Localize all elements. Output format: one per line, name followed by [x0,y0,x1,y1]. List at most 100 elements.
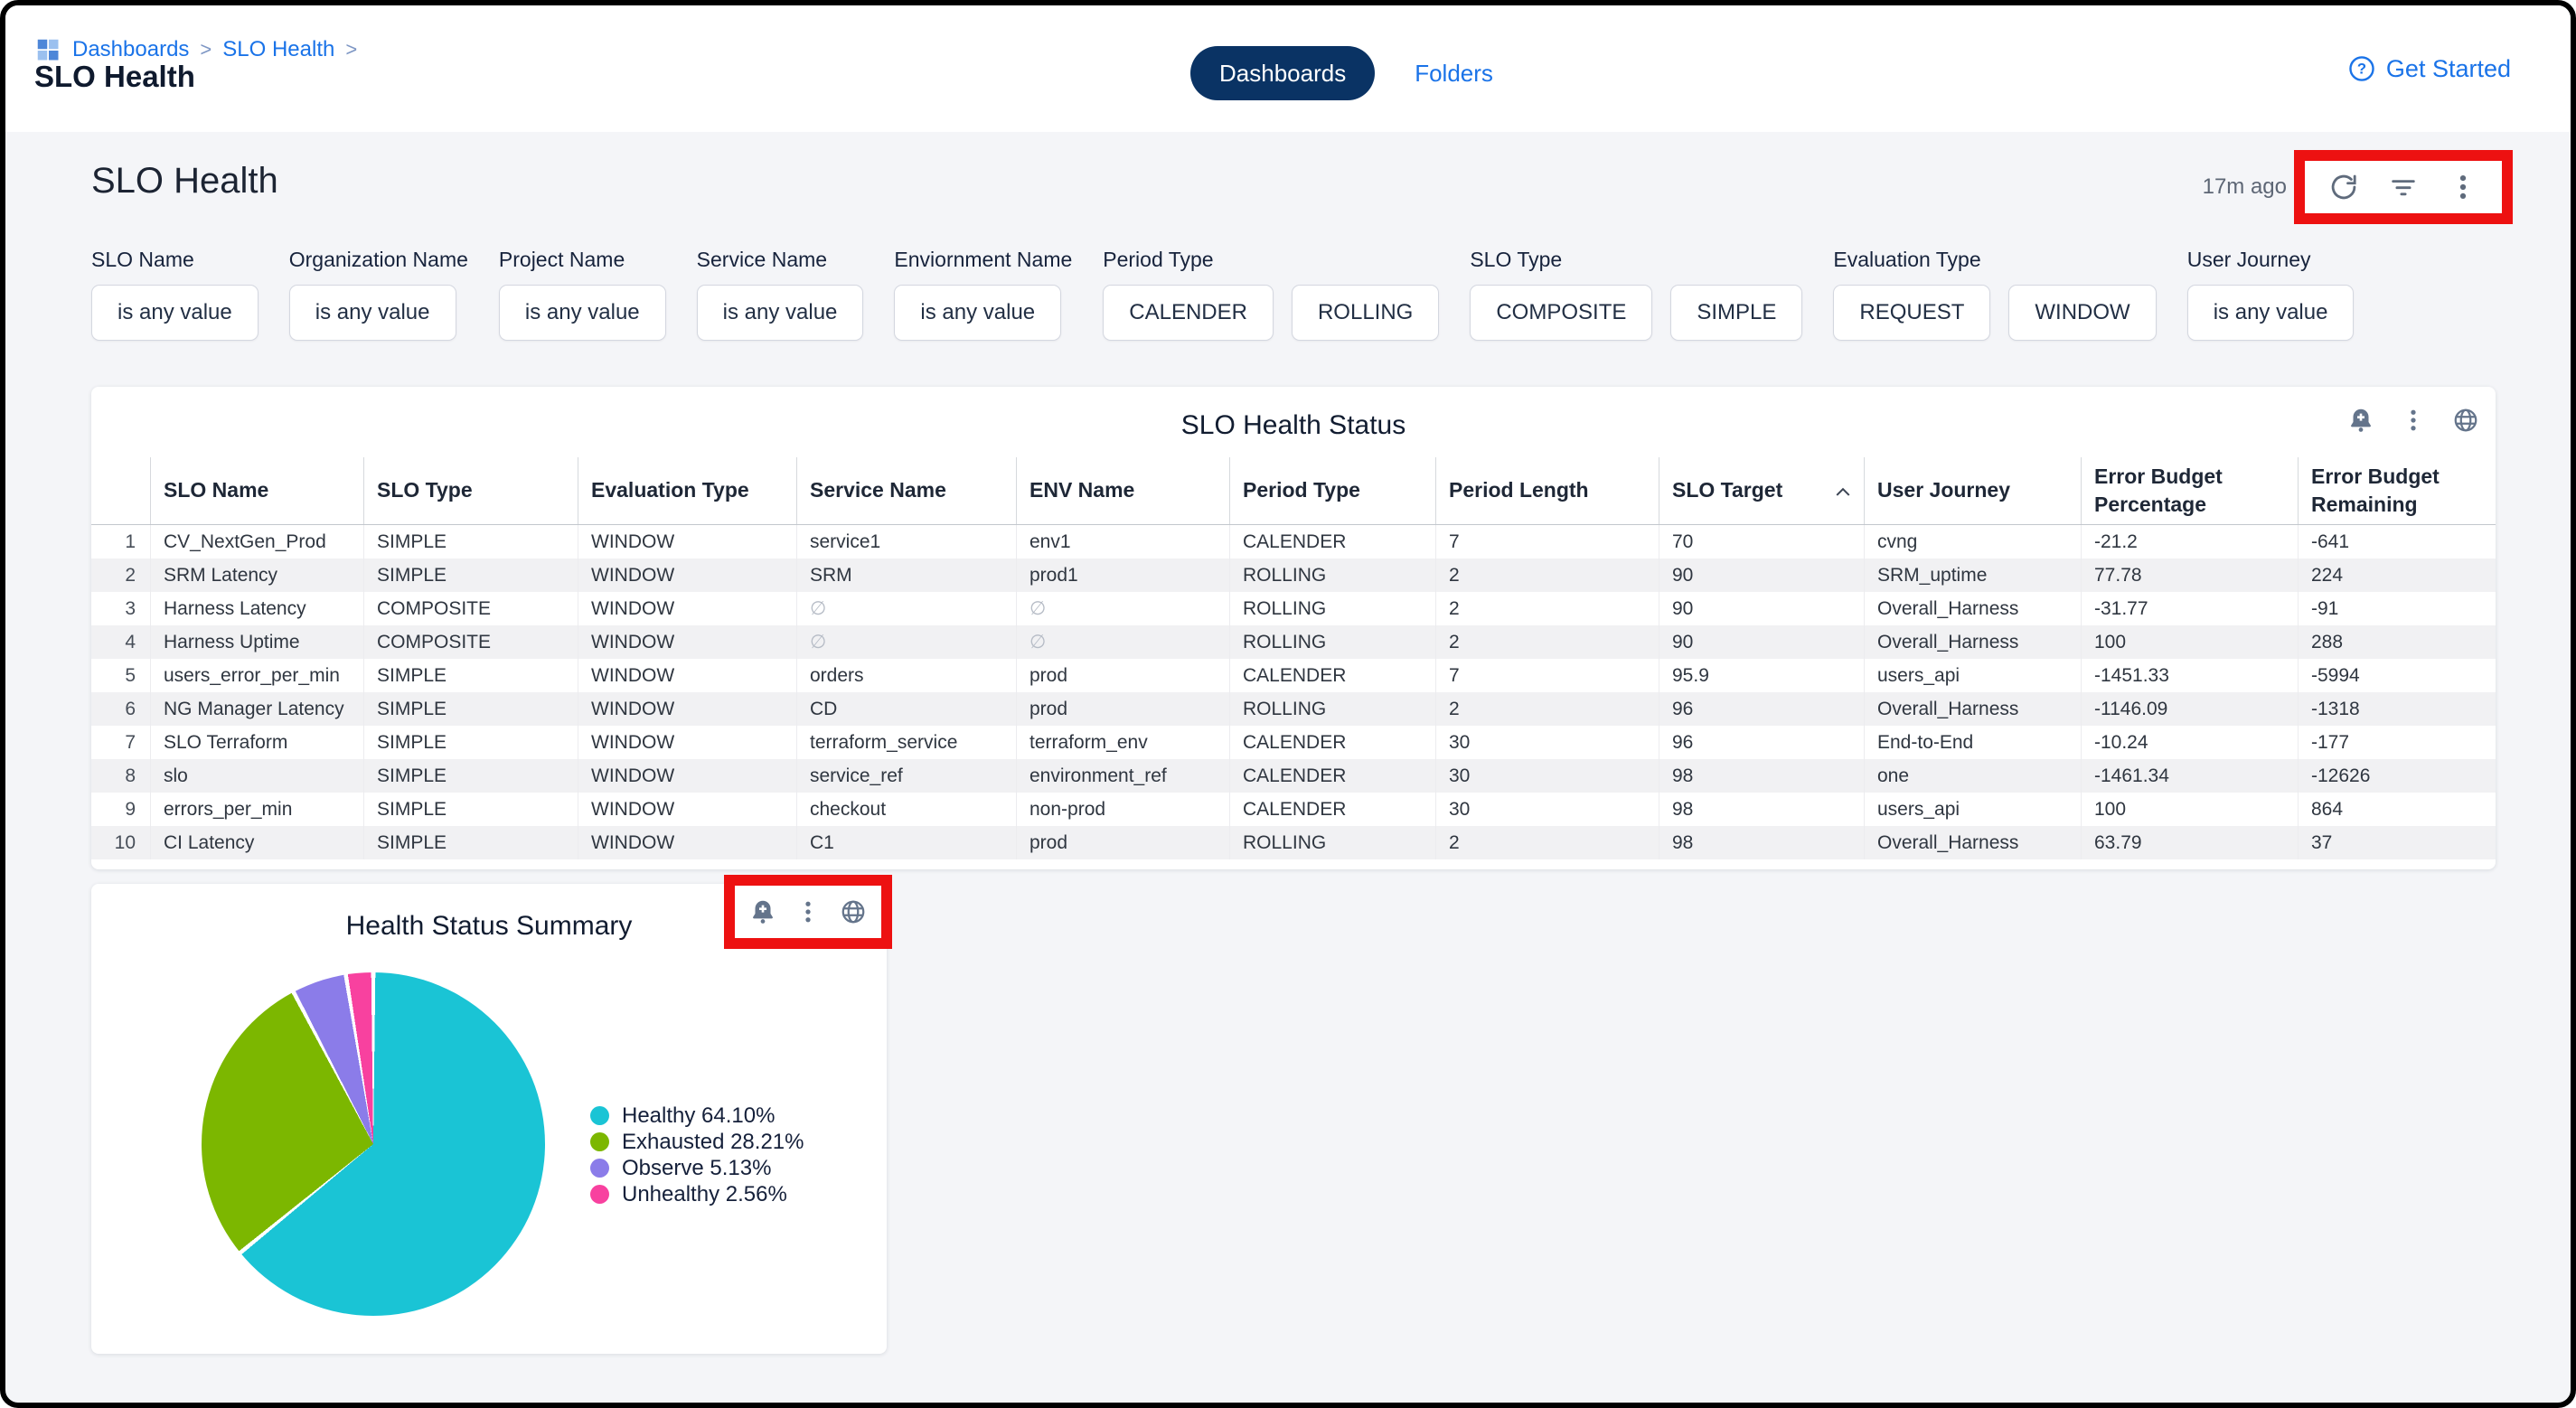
table-cell: -1146.09 [2081,692,2298,726]
table-cell: 90 [1659,592,1864,625]
column-header-env-name[interactable]: ENV Name [1016,457,1229,524]
table-cell: 37 [2298,826,2496,859]
table-cell: -641 [2298,525,2496,559]
table-cell: SIMPLE [363,659,578,692]
breadcrumb-link-dashboards[interactable]: Dashboards [72,37,190,61]
null-value-cell: ∅ [796,592,1016,625]
table-cell: CALENDER [1229,525,1435,559]
explore-globe-icon[interactable] [2452,407,2479,434]
filter-chip-simple[interactable]: SIMPLE [1670,285,1803,341]
table-row: 8 slo SIMPLE WINDOW service_ref environment_r… [91,759,2496,793]
column-header-evaluation-type[interactable]: Evaluation Type [578,457,796,524]
tile-more-icon[interactable] [794,898,822,925]
legend-label: Exhausted 28.21% [622,1129,804,1154]
table-row: 1 CV_NextGen_Prod SIMPLE WINDOW service1 env1… [91,525,2496,559]
table-cell: service_ref [796,759,1016,793]
alert-bell-icon[interactable] [2347,407,2374,434]
table-cell: WINDOW [578,625,796,659]
breadcrumb-link-slo-health[interactable]: SLO Health [222,37,335,61]
filter-chip-window[interactable]: WINDOW [2008,285,2157,341]
filter-chip-calender[interactable]: CALENDER [1103,285,1274,341]
filter-chip-composite[interactable]: COMPOSITE [1470,285,1653,341]
filter-chip-is-any-value[interactable]: is any value [288,285,456,341]
filter-chip-is-any-value[interactable]: is any value [91,285,259,341]
row-number: 7 [125,731,136,753]
table-cell: -10.24 [2081,726,2298,759]
legend-item-unhealthy[interactable]: Unhealthy 2.56% [590,1181,804,1207]
filter-chip-rolling[interactable]: ROLLING [1291,285,1440,341]
table-cell: SIMPLE [363,692,578,726]
legend-item-exhausted[interactable]: Exhausted 28.21% [590,1129,804,1155]
column-header-period-type[interactable]: Period Type [1229,457,1435,524]
table-cell: 90 [1659,625,1864,659]
legend-item-healthy[interactable]: Healthy 64.10% [590,1103,804,1129]
legend-item-observe[interactable]: Observe 5.13% [590,1155,804,1181]
explore-globe-icon[interactable] [840,898,867,925]
table-cell: COMPOSITE [363,592,578,625]
view-tabs: Dashboards Folders [1190,46,1493,100]
column-header-rownum[interactable] [91,457,150,524]
table-cell: terraform_env [1016,726,1229,759]
alert-bell-icon[interactable] [749,898,776,925]
column-header-slo-target[interactable]: SLO Target [1659,457,1864,524]
table-cell: CALENDER [1229,793,1435,826]
table-cell: SIMPLE [363,726,578,759]
table-row: 7 SLO Terraform SIMPLE WINDOW terraform_serv… [91,726,2496,759]
table-cell: WINDOW [578,592,796,625]
filter-chip-request[interactable]: REQUEST [1833,285,1991,341]
filter-chip-is-any-value[interactable]: is any value [696,285,864,341]
table-cell: NG Manager Latency [150,692,363,726]
dashboards-grid-icon [34,36,61,63]
pie-chart[interactable] [202,972,545,1316]
table-cell: Overall_Harness [1864,826,2081,859]
filter-chip-is-any-value[interactable]: is any value [498,285,666,341]
row-number: 2 [125,564,136,586]
table-cell: WINDOW [578,692,796,726]
column-header-slo-name[interactable]: SLO Name [150,457,363,524]
table-cell: Harness Latency [150,592,363,625]
tab-folders[interactable]: Folders [1415,59,1493,87]
table-cell: ROLLING [1229,592,1435,625]
table-cell: WINDOW [578,726,796,759]
filter-group-project-name: Project Name is any value [498,248,666,341]
breadcrumb: Dashboards > SLO Health > [34,36,357,63]
tab-dashboards[interactable]: Dashboards [1190,46,1376,100]
table-cell: prod [1016,826,1229,859]
filter-group-slo-name: SLO Name is any value [91,248,259,341]
filter-label: Organization Name [288,248,468,271]
table-cell: -31.77 [2081,592,2298,625]
table-cell: 2 [1435,559,1659,592]
table-cell: 30 [1435,793,1659,826]
column-header-service-name[interactable]: Service Name [796,457,1016,524]
legend-swatch [590,1132,609,1151]
sort-asc-icon [1835,476,1851,504]
get-started-label: Get Started [2385,54,2511,82]
more-options-icon[interactable] [2448,172,2478,202]
table-cell: WINDOW [578,659,796,692]
column-header-slo-type[interactable]: SLO Type [363,457,578,524]
filter-chip-is-any-value[interactable]: is any value [2186,285,2355,341]
table-row: 3 Harness Latency COMPOSITE WINDOW ∅ ∅ ROLLING… [91,592,2496,625]
table-row: 2 SRM Latency SIMPLE WINDOW SRM prod1 ROLLING 2… [91,559,2496,592]
column-header-error-budget-remaining[interactable]: Error Budget Remaining [2298,457,2496,524]
tile-more-icon[interactable] [2400,407,2427,434]
table-cell: prod1 [1016,559,1229,592]
filter-icon[interactable] [2388,172,2419,202]
column-header-user-journey[interactable]: User Journey [1864,457,2081,524]
table-header-row: SLO Name SLO Type Evaluation Type Service N… [91,457,2496,525]
get-started-link[interactable]: ? Get Started [2347,54,2511,83]
table-row: 6 NG Manager Latency SIMPLE WINDOW CD prod ROL… [91,692,2496,726]
filter-chip-is-any-value[interactable]: is any value [894,285,1062,341]
column-header-error-budget-percentage[interactable]: Error Budget Percentage [2081,457,2298,524]
table-cell: Overall_Harness [1864,592,2081,625]
table-cell: CV_NextGen_Prod [150,525,363,559]
table-cell: SRM Latency [150,559,363,592]
filter-group-slo-type: SLO Type COMPOSITE SIMPLE [1470,248,1803,341]
refresh-icon[interactable] [2328,172,2359,202]
filter-label: Enviornment Name [894,248,1073,271]
table-cell: -1461.34 [2081,759,2298,793]
tile-icons [2347,407,2479,434]
table-cell: SIMPLE [363,559,578,592]
column-header-period-length[interactable]: Period Length [1435,457,1659,524]
table-cell: -177 [2298,726,2496,759]
